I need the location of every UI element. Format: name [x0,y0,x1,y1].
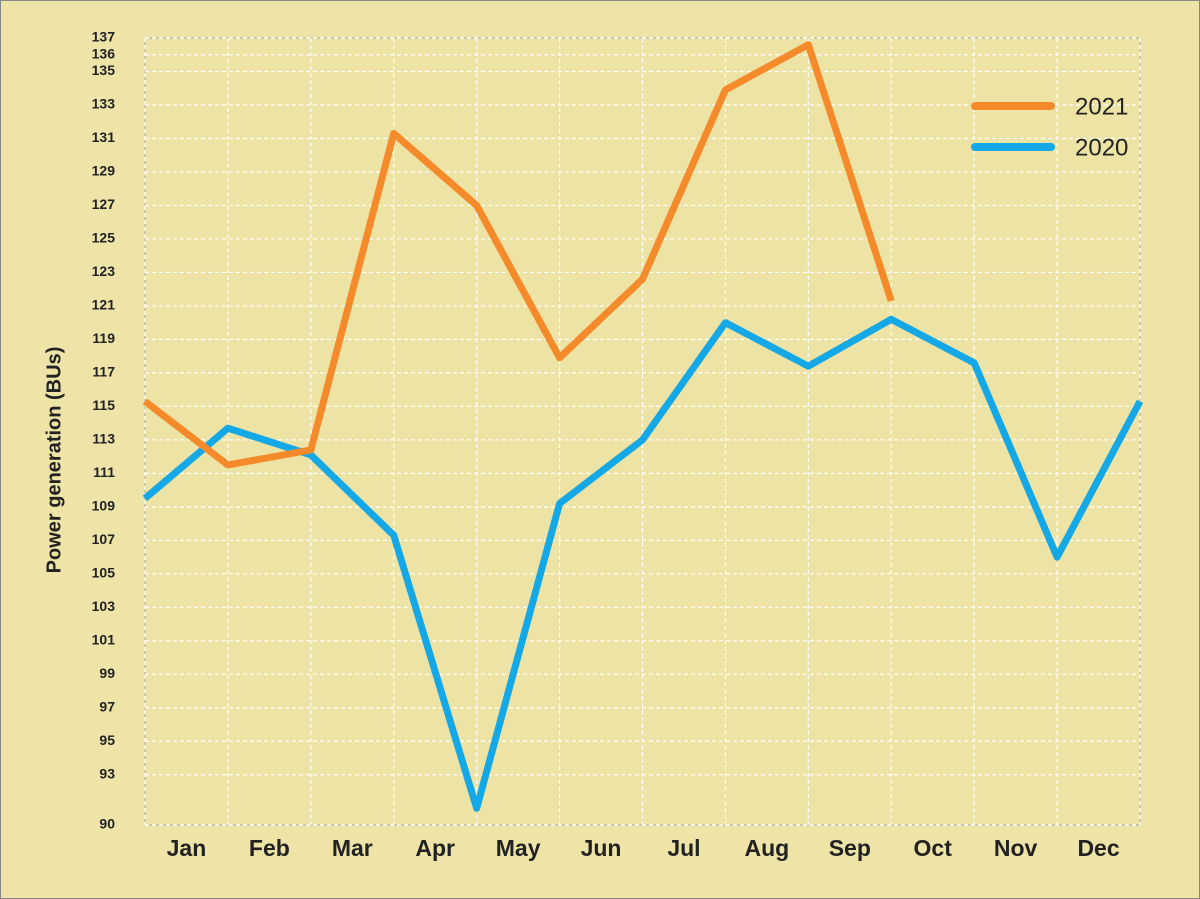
y-tick-label: 93 [99,765,115,781]
y-tick-label: 103 [92,598,116,614]
legend-label: 2021 [1075,93,1128,120]
series-line [142,315,1144,812]
y-tick-label: 127 [92,196,116,212]
y-tick-label: 97 [99,698,115,714]
x-tick-label: Jun [581,835,622,861]
x-tick-label: Mar [332,835,373,861]
x-tick-label: Feb [249,835,290,861]
y-tick-label: 107 [92,531,116,547]
x-tick-label: Oct [914,835,953,861]
y-tick-label: 113 [92,431,115,447]
y-tick-label: 129 [92,163,116,179]
y-tick-label: 121 [92,297,116,313]
x-tick-label: Nov [994,835,1038,861]
x-tick-label: Jul [667,835,700,861]
series-line [142,41,895,469]
x-tick-label: Sep [829,835,871,861]
x-tick-label: Jan [167,835,207,861]
y-tick-label: 115 [92,397,115,413]
y-tick-label: 125 [92,230,116,246]
y-tick-label: 119 [92,330,115,346]
y-tick-label: 117 [92,364,115,380]
y-tick-label: 135 [92,62,116,78]
y-tick-label: 109 [92,498,116,514]
y-axis-label: Power generation (BUs) [43,347,65,574]
y-tick-label: 99 [99,665,115,681]
x-tick-label: Apr [415,835,455,861]
legend-label: 2020 [1075,134,1128,161]
x-tick-label: Dec [1077,835,1119,861]
y-tick-label: 131 [92,129,116,145]
y-tick-label: 105 [92,565,116,581]
y-tick-label: 111 [93,464,115,480]
y-tick-label: 133 [92,96,116,112]
y-tick-label: 90 [99,816,115,832]
x-tick-label: Aug [745,835,790,861]
x-tick-label: May [496,835,541,861]
y-tick-label: 101 [92,632,116,648]
y-tick-label: 137 [92,29,116,45]
y-tick-label: 136 [92,45,116,61]
y-tick-label: 95 [99,732,115,748]
y-tick-label: 123 [92,263,116,279]
